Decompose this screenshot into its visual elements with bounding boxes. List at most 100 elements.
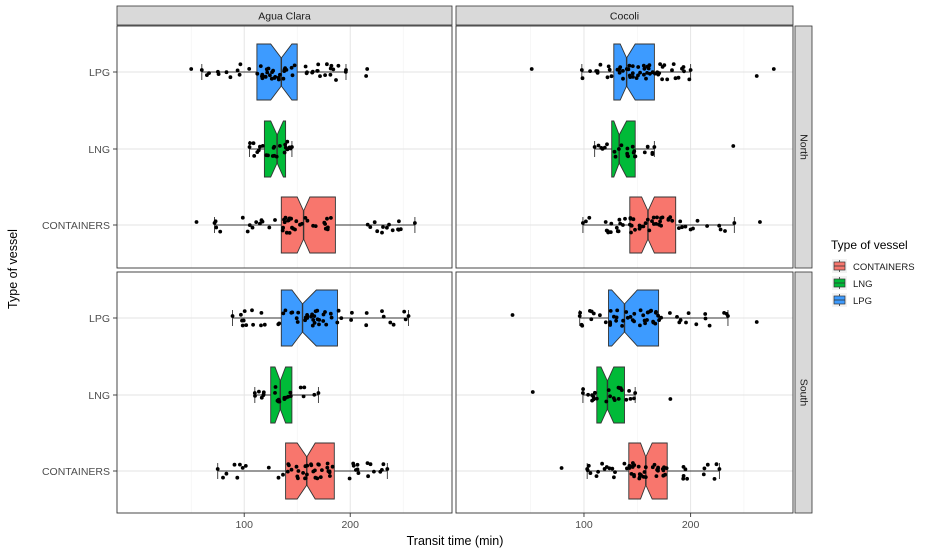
data-point: [632, 463, 637, 467]
data-point: [232, 462, 237, 467]
outlier-point: [731, 144, 736, 148]
data-point: [581, 221, 585, 225]
data-point: [607, 466, 612, 471]
facet-label-column: Agua Clara: [258, 11, 311, 23]
data-point: [354, 468, 358, 472]
data-point: [312, 314, 317, 318]
data-point: [598, 313, 602, 318]
y-axis-title: Type of vessel: [6, 229, 20, 309]
data-point: [381, 225, 385, 229]
data-point: [244, 323, 249, 327]
data-point: [230, 314, 235, 318]
data-point: [247, 223, 252, 228]
data-point: [678, 219, 683, 224]
facet-strip-cocoli: [455, 5, 794, 26]
data-point: [283, 215, 288, 220]
data-point: [255, 71, 260, 76]
data-point: [276, 399, 281, 404]
box-containers: [215, 442, 390, 500]
data-point: [606, 64, 611, 69]
data-point: [235, 68, 240, 73]
data-point: [608, 309, 613, 313]
data-point: [691, 226, 695, 231]
data-point: [347, 476, 352, 481]
data-point: [648, 309, 653, 314]
data-point: [327, 469, 332, 474]
x-axis-title: Transit time (min): [407, 534, 504, 548]
data-point: [665, 77, 670, 82]
facet-strip-north: [794, 25, 813, 269]
data-point: [380, 309, 384, 313]
data-point: [586, 463, 591, 468]
data-point: [254, 220, 259, 225]
data-point: [259, 323, 263, 328]
data-point: [707, 323, 712, 328]
data-point: [585, 467, 590, 471]
data-point: [647, 63, 652, 68]
data-point: [605, 142, 609, 147]
data-point: [593, 390, 597, 395]
data-point: [309, 314, 313, 319]
panel-border: [455, 271, 794, 514]
data-point: [336, 308, 341, 313]
data-point: [604, 228, 609, 233]
data-point: [257, 389, 261, 394]
data-point: [633, 227, 637, 232]
outlier-point: [758, 220, 762, 224]
data-point: [271, 146, 276, 150]
data-point: [657, 71, 662, 75]
data-point: [312, 392, 317, 397]
data-point: [283, 145, 288, 150]
data-point: [651, 319, 655, 324]
data-point: [311, 469, 316, 474]
box-containers: [559, 442, 722, 500]
data-point: [312, 321, 317, 325]
data-point: [600, 461, 604, 466]
outlier-point: [189, 67, 194, 71]
data-point: [627, 73, 632, 78]
data-point: [372, 469, 376, 474]
data-point: [638, 323, 642, 328]
data-point: [654, 222, 658, 226]
data-point: [661, 473, 666, 478]
data-point: [260, 144, 265, 148]
data-point: [242, 309, 247, 313]
data-point: [385, 225, 389, 230]
data-point: [287, 231, 292, 235]
data-point: [330, 464, 335, 469]
data-point: [325, 465, 330, 470]
data-point: [245, 229, 250, 234]
data-point: [625, 153, 630, 158]
data-point: [224, 70, 229, 75]
data-point: [328, 311, 333, 316]
data-point: [621, 223, 625, 227]
data-point: [300, 221, 304, 226]
data-point: [356, 471, 361, 475]
data-point: [286, 218, 291, 223]
y-tick-label: CONTAINERS: [42, 466, 110, 478]
data-point: [396, 227, 400, 232]
outlier-point: [194, 220, 199, 224]
data-point: [262, 322, 267, 327]
outlier-point: [364, 74, 369, 78]
data-point: [625, 146, 630, 151]
data-point: [292, 63, 297, 68]
data-point: [265, 70, 270, 75]
data-point: [250, 225, 255, 230]
data-point: [681, 465, 686, 469]
data-point: [323, 73, 327, 77]
data-point: [318, 475, 323, 479]
data-point: [240, 323, 245, 328]
data-point: [273, 75, 278, 79]
data-point: [281, 76, 286, 81]
box-lng: [247, 120, 294, 178]
data-point: [627, 463, 632, 468]
data-point: [695, 218, 700, 223]
data-point: [591, 397, 596, 402]
data-point: [616, 397, 621, 401]
data-point: [350, 310, 354, 315]
data-point: [289, 65, 294, 70]
facet-label-column: Cocoli: [610, 11, 639, 23]
data-point: [281, 225, 285, 230]
data-point: [680, 225, 684, 230]
